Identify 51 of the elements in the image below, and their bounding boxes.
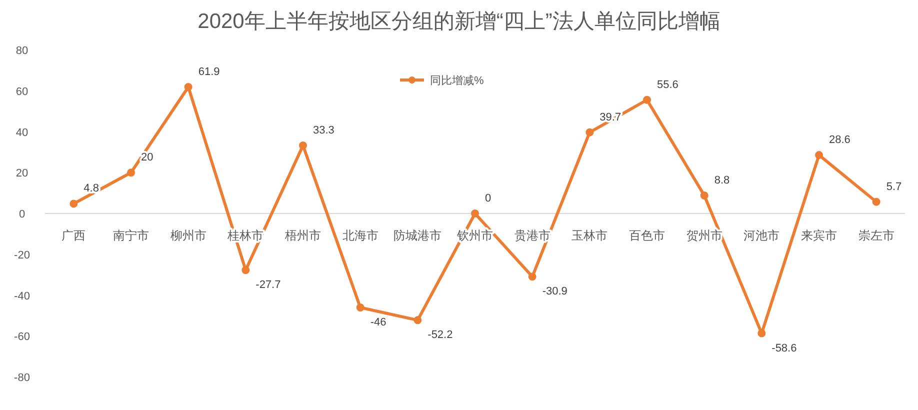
data-label: 8.8 xyxy=(714,174,730,187)
y-tick-label: 0 xyxy=(18,208,26,220)
data-label: 20 xyxy=(141,152,154,164)
y-tick-label: 80 xyxy=(16,45,28,57)
y-tick-label: -40 xyxy=(14,290,30,302)
point xyxy=(414,316,422,324)
point xyxy=(127,168,135,177)
point xyxy=(184,82,192,91)
data-label: 33.3 xyxy=(313,124,334,136)
x-tick-label: 玉林市 xyxy=(572,228,608,242)
point xyxy=(299,141,307,150)
point xyxy=(528,272,536,281)
point xyxy=(815,151,823,160)
x-tick-label: 北海市 xyxy=(342,228,378,242)
x-tick-label: 柳州市 xyxy=(170,228,206,242)
point xyxy=(471,210,479,218)
y-tick-label: 20 xyxy=(16,168,28,180)
y-tick-label: -80 xyxy=(14,372,30,384)
point xyxy=(70,200,78,208)
chart-title: 2020年上半年按地区分组的新增“四上”法人单位同比增幅 xyxy=(198,10,720,33)
data-label: -46 xyxy=(370,316,386,329)
point xyxy=(242,266,250,274)
x-tick-label: 崇左市 xyxy=(858,228,894,242)
data-label: -58.6 xyxy=(772,342,797,354)
x-tick-label: 广西 xyxy=(62,228,86,242)
data-label: -27.7 xyxy=(256,279,281,292)
x-tick-label: 百色市 xyxy=(629,228,665,242)
x-tick-label: 梧州市 xyxy=(284,228,321,242)
y-tick-label: -20 xyxy=(14,249,30,262)
data-label: 28.6 xyxy=(829,134,850,146)
data-label: 55.6 xyxy=(657,78,678,91)
point xyxy=(586,128,594,136)
y-tick-label: 40 xyxy=(16,126,28,139)
data-label: 5.7 xyxy=(886,180,902,193)
data-label: -52.2 xyxy=(428,329,453,342)
point xyxy=(356,304,364,312)
point xyxy=(872,198,880,206)
data-label: 61.9 xyxy=(198,66,220,78)
y-tick-label: -60 xyxy=(14,331,30,344)
data-label: 0 xyxy=(485,192,492,204)
legend-label: 同比增减% xyxy=(430,74,484,87)
point xyxy=(643,96,651,104)
x-tick-label: 河池市 xyxy=(744,228,780,242)
point xyxy=(700,192,708,200)
y-tick-label: 60 xyxy=(16,86,28,98)
data-label: -30.9 xyxy=(542,286,568,298)
x-tick-label: 来宾市 xyxy=(801,228,837,242)
x-tick-label: 南宁市 xyxy=(113,228,149,242)
point xyxy=(758,329,766,338)
data-label: 4.8 xyxy=(84,182,99,195)
x-tick-label: 防城港市 xyxy=(394,228,442,242)
